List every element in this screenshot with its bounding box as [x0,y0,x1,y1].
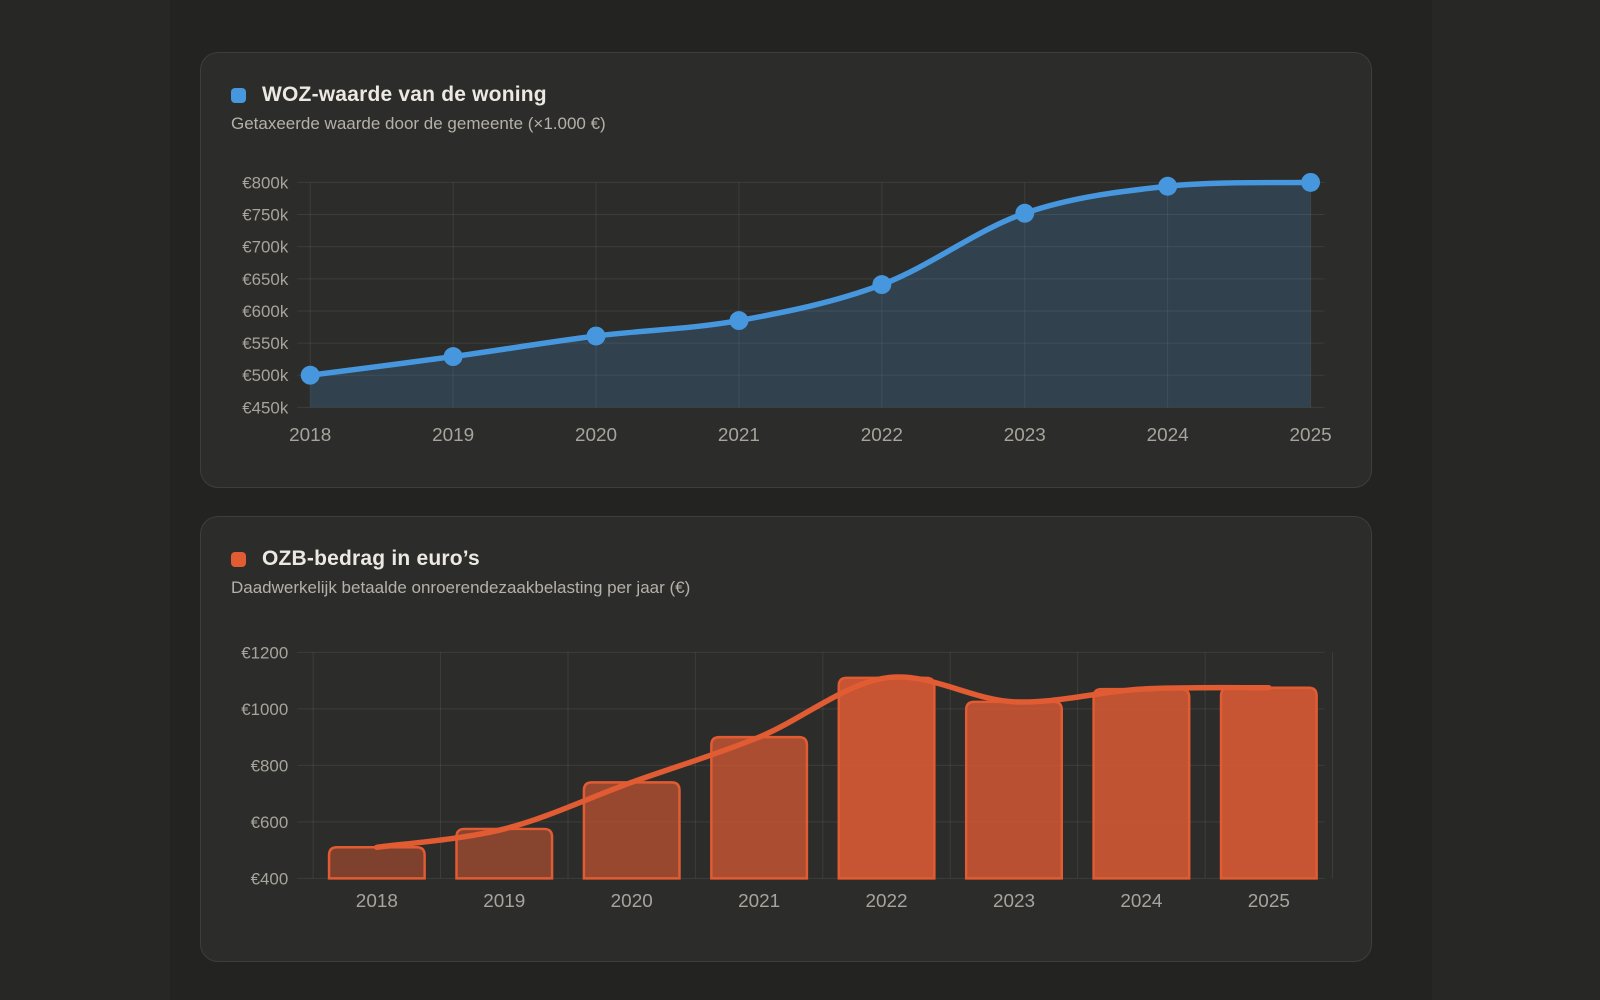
svg-text:€600k: €600k [242,302,289,321]
svg-text:2021: 2021 [718,425,760,446]
svg-text:€500k: €500k [242,366,289,385]
svg-text:€1200: €1200 [241,643,288,662]
svg-text:€750k: €750k [242,206,289,225]
svg-text:€600: €600 [251,813,289,832]
svg-text:2024: 2024 [1120,891,1162,912]
svg-text:2021: 2021 [738,891,780,912]
svg-text:2020: 2020 [611,891,653,912]
ozb-amount-chart[interactable]: €400 €600 €800 €1000 €1200 2018 2019 2020 2021 20… [201,517,1371,961]
ozb-card: €400 €600 €800 €1000 €1200 2018 2019 2020 2021 20… [200,516,1372,962]
svg-text:2019: 2019 [483,891,525,912]
woz-card: €450k €500k €550k €600k €650k €700k €750k €800k… [200,52,1372,488]
svg-text:2018: 2018 [356,891,398,912]
svg-text:€800: €800 [251,756,289,775]
svg-text:€1000: €1000 [241,700,288,719]
svg-text:€400: €400 [251,869,289,888]
svg-text:2019: 2019 [432,425,474,446]
svg-text:€450k: €450k [242,398,289,417]
svg-text:€650k: €650k [242,270,289,289]
svg-text:2018: 2018 [289,425,331,446]
svg-text:2022: 2022 [866,891,908,912]
woz-value-chart[interactable]: €450k €500k €550k €600k €650k €700k €750k €800k… [201,53,1371,487]
svg-text:2025: 2025 [1248,891,1290,912]
svg-text:€550k: €550k [242,334,289,353]
svg-text:2023: 2023 [993,891,1035,912]
svg-text:2025: 2025 [1290,425,1332,446]
svg-text:2020: 2020 [575,425,617,446]
svg-text:2023: 2023 [1004,425,1046,446]
svg-text:2024: 2024 [1147,425,1189,446]
svg-text:2022: 2022 [861,425,903,446]
svg-text:€700k: €700k [242,238,289,257]
svg-text:€800k: €800k [242,173,289,192]
